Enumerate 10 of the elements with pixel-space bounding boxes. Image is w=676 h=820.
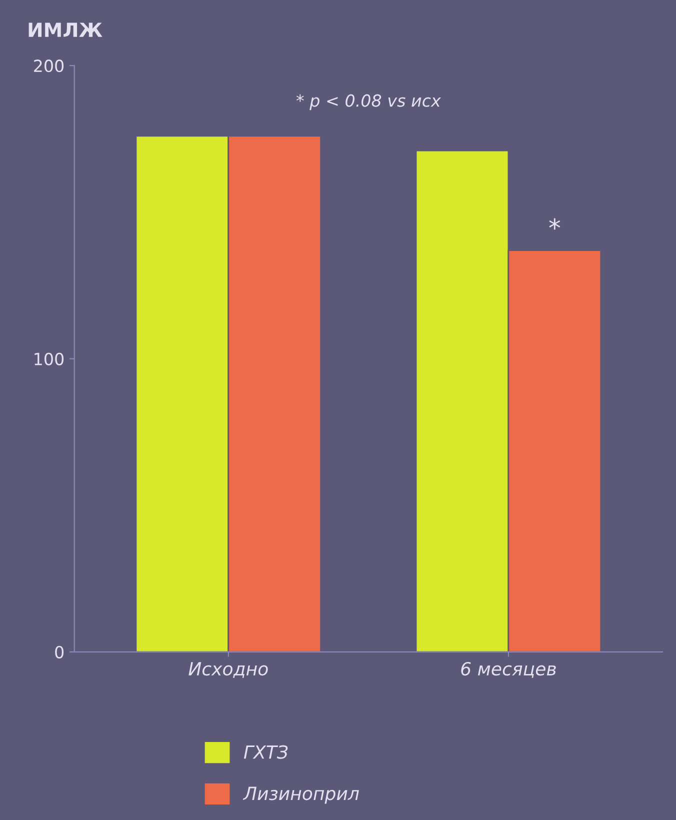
- x-tick-label: 6 месяцев: [461, 662, 556, 678]
- x-tick-label: Исходно: [188, 662, 268, 678]
- annotation: * p < 0.08 vs исх: [296, 94, 441, 110]
- legend-label: ГХТЗ: [244, 745, 288, 759]
- y-tick-label: 100: [34, 352, 64, 366]
- legend-label: Лизиноприл: [242, 786, 359, 804]
- annotation: *: [549, 218, 560, 230]
- y-tick-label: 200: [34, 60, 64, 72]
- y-axis-title: ИМЛЖ: [28, 22, 102, 37]
- y-tick-label: 0: [55, 646, 64, 658]
